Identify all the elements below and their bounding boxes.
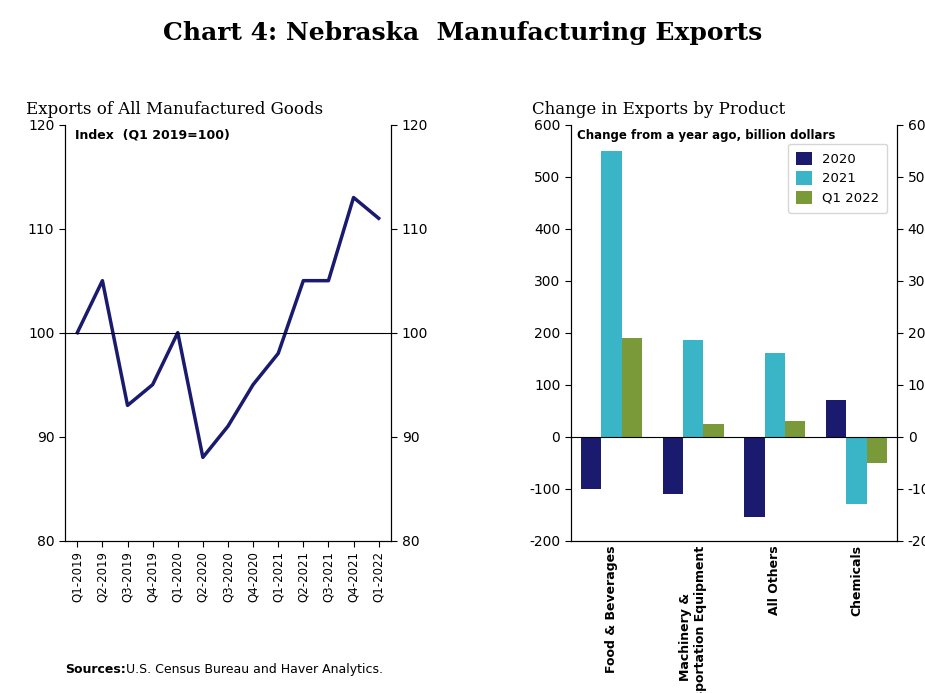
Bar — [867, 437, 887, 463]
Bar — [826, 401, 846, 437]
Bar — [785, 421, 806, 437]
Bar — [662, 437, 683, 494]
Bar — [765, 353, 785, 437]
Bar — [703, 423, 723, 437]
Bar — [581, 437, 601, 489]
Bar — [683, 340, 703, 437]
Bar — [745, 437, 765, 517]
Legend: 2020, 2021, Q1 2022: 2020, 2021, Q1 2022 — [788, 144, 887, 213]
Bar — [846, 437, 867, 505]
Text: Sources:: Sources: — [65, 663, 126, 676]
Text: Index  (Q1 2019=100): Index (Q1 2019=100) — [75, 129, 229, 142]
Text: U.S. Census Bureau and Haver Analytics.: U.S. Census Bureau and Haver Analytics. — [122, 663, 383, 676]
Text: Change in Exports by Product: Change in Exports by Product — [532, 100, 784, 118]
Bar — [601, 150, 622, 437]
Text: Chart 4: Nebraska  Manufacturing Exports: Chart 4: Nebraska Manufacturing Exports — [163, 21, 762, 45]
Bar — [622, 338, 642, 437]
Text: Exports of All Manufactured Goods: Exports of All Manufactured Goods — [26, 100, 323, 118]
Text: Change from a year ago, billion dollars: Change from a year ago, billion dollars — [577, 129, 835, 142]
